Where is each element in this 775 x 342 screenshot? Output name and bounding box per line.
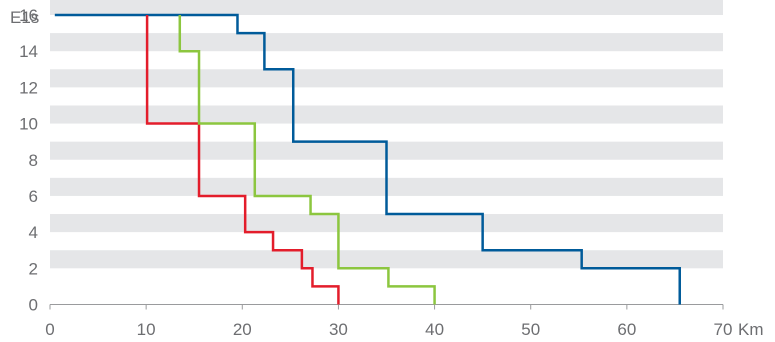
x-tick-label: 10: [137, 320, 156, 339]
y-tick-label: 14: [19, 42, 38, 61]
x-tick-label: 20: [233, 320, 252, 339]
background-band: [50, 214, 723, 233]
background-band: [50, 33, 723, 52]
background-band: [50, 250, 723, 269]
y-axis-label: E1s: [10, 8, 39, 27]
y-tick-label: 12: [19, 78, 38, 97]
series-line-1: [54, 13, 681, 305]
y-tick-label: 0: [29, 296, 38, 315]
x-tick-label: 50: [521, 320, 540, 339]
y-tick-label: 16: [19, 6, 38, 25]
series-line-3: [178, 15, 436, 305]
background-band: [50, 105, 723, 124]
y-axis-ticks: 0 2 4 6 8 10 12 14 16: [19, 6, 38, 315]
series-line-2: [145, 15, 340, 305]
background-bands: [50, 0, 723, 269]
y-tick-label: 6: [29, 187, 38, 206]
x-tick-label: 40: [425, 320, 444, 339]
x-tick-label: 70: [714, 320, 733, 339]
x-tick-label: 60: [617, 320, 636, 339]
y-tick-label: 4: [29, 223, 38, 242]
y-tick-label: 8: [29, 151, 38, 170]
y-tick-label: 2: [29, 259, 38, 278]
x-tick-label: 0: [45, 320, 54, 339]
series-layer: [54, 13, 681, 305]
y-tick-label: 10: [19, 115, 38, 134]
x-tick-label: 30: [329, 320, 348, 339]
background-band: [50, 0, 723, 15]
x-axis-ticks: 0 10 20 30 40 50 60 70: [45, 304, 733, 339]
background-band: [50, 69, 723, 88]
x-axis-label: Km: [738, 320, 764, 339]
